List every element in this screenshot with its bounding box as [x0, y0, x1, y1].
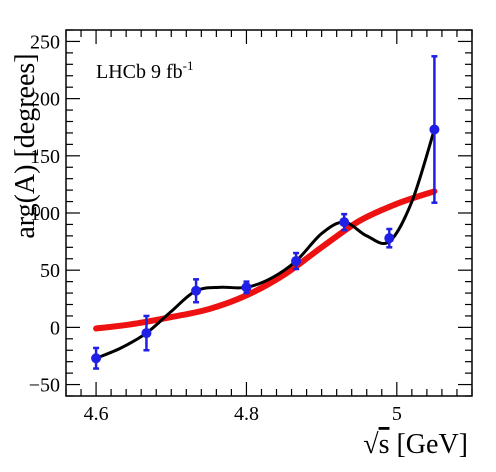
- y-tick-label: 250: [30, 31, 60, 53]
- y-tick-label: 50: [40, 260, 60, 282]
- curves: [93, 129, 438, 360]
- data-point: [291, 251, 302, 271]
- y-tick-label: −50: [29, 375, 60, 397]
- x-axis-ticks: [65, 30, 473, 396]
- data-points: [91, 55, 440, 370]
- data-marker: [384, 233, 395, 244]
- data-point: [141, 314, 152, 352]
- x-tick-label: 4.6: [84, 403, 109, 425]
- data-marker: [191, 285, 202, 296]
- x-tick-labels: 4.6 4.8 5: [84, 403, 402, 425]
- y-tick-labels: −50 0 50 100 150 200 250: [29, 31, 60, 396]
- x-axis-title-root: √: [363, 429, 379, 460]
- data-point: [191, 278, 202, 304]
- annotation-superscript: -1: [183, 58, 194, 73]
- smooth-curve: [95, 129, 436, 360]
- data-marker: [241, 282, 252, 293]
- x-tick-label: 4.8: [234, 403, 259, 425]
- y-tick-label: 0: [50, 317, 60, 339]
- annotation-text: LHCb 9 fb: [96, 61, 183, 83]
- data-marker: [141, 328, 152, 339]
- y-axis-ticks: [66, 29, 472, 397]
- y-tick-label: 100: [30, 203, 60, 225]
- experiment-annotation: LHCb 9 fb-1: [96, 58, 194, 83]
- data-point: [429, 55, 440, 204]
- x-tick-label: 5: [392, 403, 402, 425]
- data-marker: [291, 256, 302, 267]
- data-point: [384, 227, 395, 249]
- x-axis-title: √s [GeV]: [363, 429, 468, 460]
- data-point: [91, 346, 102, 370]
- y-tick-label: 150: [30, 146, 60, 168]
- data-marker: [339, 217, 350, 228]
- plot-frame: [65, 29, 473, 397]
- data-marker: [429, 124, 440, 135]
- x-axis-title-var: s: [379, 429, 390, 460]
- x-axis-title-unit: [GeV]: [389, 429, 468, 460]
- data-marker: [91, 353, 102, 364]
- data-point: [339, 212, 350, 232]
- y-axis-title: arg(A) [degrees]: [10, 53, 41, 238]
- model-curve: [93, 188, 438, 332]
- y-tick-label: 200: [30, 89, 60, 111]
- data-point: [241, 280, 252, 295]
